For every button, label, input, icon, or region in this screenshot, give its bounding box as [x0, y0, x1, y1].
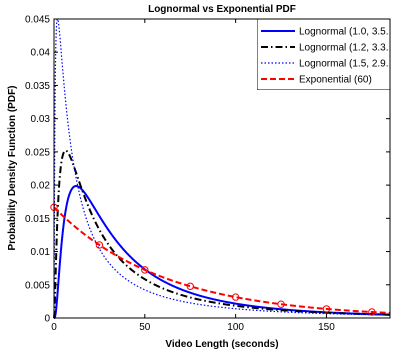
- y-tick-label: 0.03: [31, 114, 51, 125]
- y-tick-label: 0.025: [25, 147, 50, 158]
- y-tick-label: 0.02: [31, 181, 51, 192]
- series-marker: [368, 308, 376, 316]
- y-tick-label: 0.04: [31, 48, 51, 59]
- y-ticks: 0 0.005 0.01 0.015 0.02 0.025 0.03 0.035 0.04 0.0…: [25, 15, 390, 325]
- y-tick-label: 0.015: [25, 214, 50, 225]
- series-marker: [95, 241, 104, 249]
- x-axis-label: Video Length (seconds): [165, 339, 278, 350]
- legend-label: Lognormal (1.2, 3.3...: [299, 43, 394, 54]
- series-marker: [322, 305, 331, 313]
- series-line: [53, 18, 391, 319]
- legend: Lognormal (1.0, 3.5... Lognormal (1.2, 3.…: [257, 19, 394, 90]
- y-tick-label: 0.005: [25, 280, 50, 291]
- chart-title: Lognormal vs Exponential PDF: [148, 4, 296, 15]
- series-line: [53, 206, 391, 314]
- x-tick-label: 50: [139, 322, 151, 333]
- y-axis-label: Probability Density Function (PDF): [7, 85, 18, 250]
- y-tick-label: 0: [44, 314, 50, 325]
- x-tick-label: 0: [51, 322, 57, 333]
- series-line: [53, 185, 391, 319]
- y-tick-label: 0.01: [31, 247, 51, 258]
- series-marker: [277, 300, 285, 308]
- x-tick-label: 150: [318, 322, 335, 333]
- plot-lines: [50, 18, 391, 319]
- legend-label: Lognormal (1.0, 3.5...: [299, 27, 394, 38]
- series-marker: [141, 266, 149, 274]
- legend-label: Exponential (60): [299, 75, 372, 86]
- y-tick-label: 0.045: [25, 15, 50, 26]
- series-marker: [186, 282, 194, 290]
- series-marker: [231, 293, 240, 301]
- plot-frame: [53, 18, 391, 319]
- series-line: [53, 149, 391, 319]
- y-tick-label: 0.035: [25, 81, 50, 92]
- legend-label: Lognormal (1.5, 2.9...: [299, 59, 394, 70]
- x-tick-label: 100: [227, 322, 244, 333]
